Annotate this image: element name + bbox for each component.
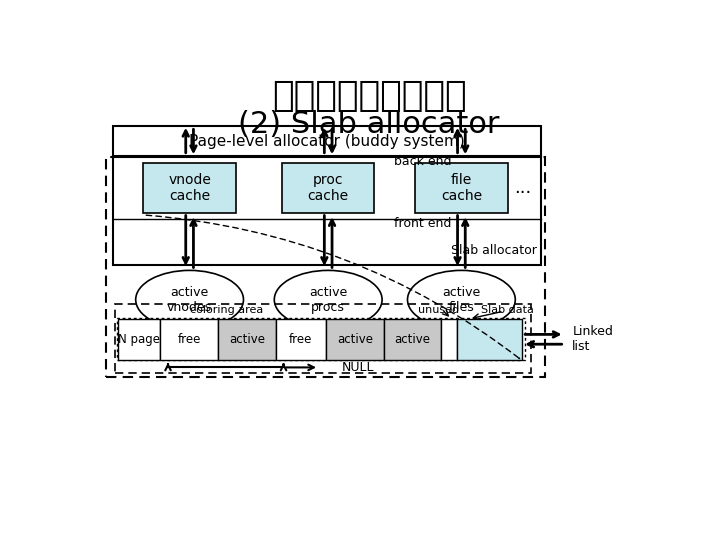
Text: proc
cache: proc cache [307, 172, 348, 202]
Text: active
vnodes: active vnodes [167, 286, 212, 314]
Text: coloring area: coloring area [190, 305, 264, 315]
Bar [117, 318, 526, 361]
Bar [326, 319, 384, 360]
Bar [113, 126, 541, 156]
Text: N page: N page [118, 333, 160, 346]
Text: (2) Slab allocator: (2) Slab allocator [238, 110, 500, 139]
Bar [415, 163, 508, 213]
Ellipse shape [408, 271, 516, 329]
Text: active: active [229, 333, 265, 346]
Text: file
cache: file cache [441, 172, 482, 202]
Text: front end: front end [395, 217, 451, 230]
Text: active: active [337, 333, 373, 346]
Text: ...: ... [514, 179, 531, 197]
Bar [118, 319, 161, 360]
Ellipse shape [274, 271, 382, 329]
Text: free: free [178, 333, 201, 346]
Bar [161, 319, 218, 360]
Text: メモリ領域管理機構: メモリ領域管理機構 [271, 79, 467, 113]
Text: Slab allocator: Slab allocator [451, 244, 537, 257]
Ellipse shape [135, 271, 243, 329]
Bar [276, 319, 326, 360]
Text: active
procs: active procs [309, 286, 347, 314]
Bar [113, 157, 541, 265]
Text: Slab data: Slab data [481, 305, 534, 315]
Text: vnode
cache: vnode cache [168, 172, 211, 202]
Bar [115, 303, 531, 373]
Text: free: free [289, 333, 312, 346]
Bar [456, 319, 522, 360]
Bar [143, 163, 235, 213]
Bar [106, 157, 544, 377]
Text: Page-level allocator (buddy system): Page-level allocator (buddy system) [189, 133, 465, 148]
Text: back end: back end [394, 154, 451, 167]
Text: Linked
list: Linked list [572, 325, 613, 353]
Bar [282, 163, 374, 213]
Text: active
files: active files [442, 286, 480, 314]
Bar [384, 319, 441, 360]
FancyArrowPatch shape [146, 215, 520, 359]
Bar [441, 319, 456, 360]
Bar [218, 319, 276, 360]
Text: NULL: NULL [342, 361, 374, 374]
Text: unused: unused [418, 305, 459, 315]
Text: active: active [395, 333, 431, 346]
